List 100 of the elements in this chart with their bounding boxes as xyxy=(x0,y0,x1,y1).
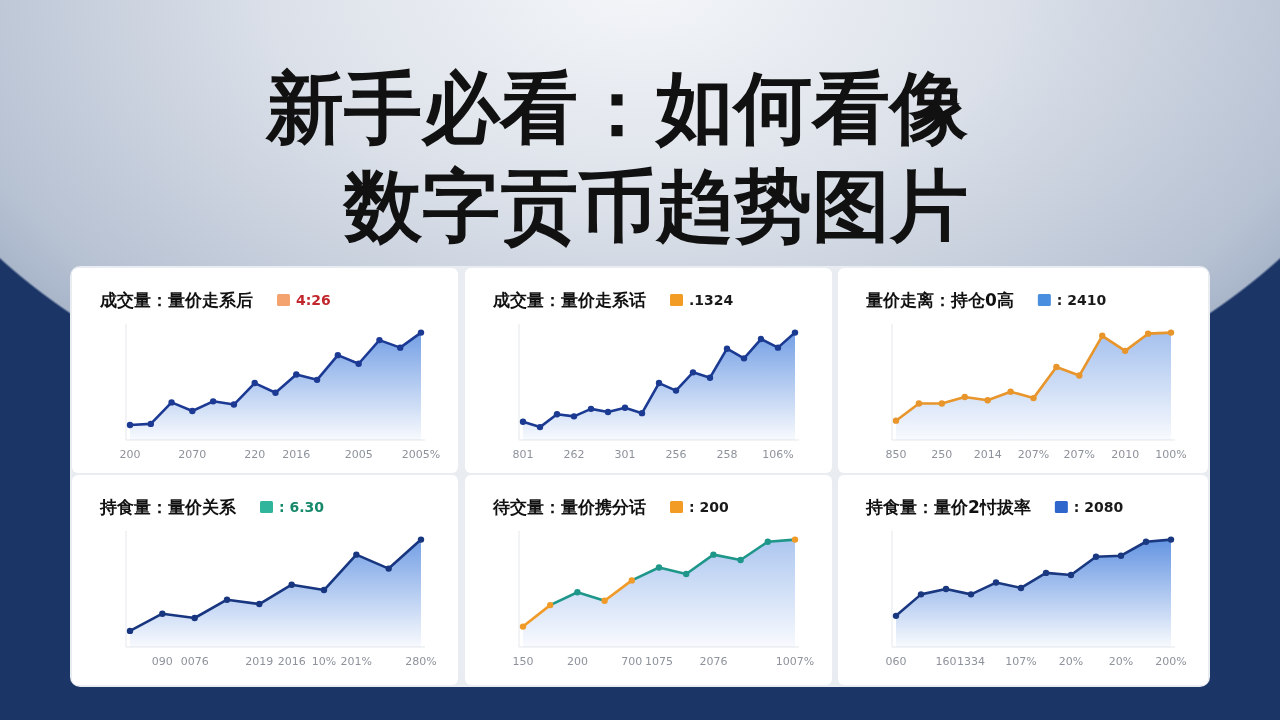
point xyxy=(191,614,198,622)
chart-title: 待交量：量价携分话 xyxy=(492,497,646,517)
point xyxy=(272,389,279,396)
point xyxy=(892,612,900,620)
point xyxy=(168,399,175,406)
point xyxy=(397,344,404,351)
point xyxy=(1030,394,1037,402)
text: 新手必看：如何看像数字贡币趋势图片 xyxy=(265,63,969,251)
point xyxy=(587,405,595,413)
point xyxy=(621,404,629,411)
point xyxy=(915,400,923,407)
chart-title: 成交量：量价走系话 xyxy=(492,290,646,310)
point xyxy=(574,589,581,596)
point xyxy=(892,417,900,424)
point xyxy=(1053,363,1060,371)
point xyxy=(1092,553,1100,560)
point xyxy=(1167,536,1175,543)
x-tick-label: 2070 xyxy=(178,447,207,461)
point xyxy=(655,379,663,387)
point xyxy=(774,344,782,351)
point xyxy=(961,393,968,401)
point xyxy=(293,371,300,378)
x-tick-label: 256 xyxy=(665,447,687,461)
x-tick-label: 700 xyxy=(621,654,643,668)
x-tick-label: 201% xyxy=(340,654,373,668)
point xyxy=(1142,538,1150,545)
x-tick-label: 0076 xyxy=(180,654,209,668)
point xyxy=(209,398,217,405)
point xyxy=(601,597,608,605)
point xyxy=(230,401,238,408)
point xyxy=(256,600,263,608)
point xyxy=(1167,329,1175,336)
point xyxy=(570,413,578,420)
text: .1324 xyxy=(689,292,734,308)
point xyxy=(313,376,321,384)
point xyxy=(189,407,196,415)
text: : 2410 xyxy=(1056,292,1107,308)
chart-title: 持食量：量价关系 xyxy=(99,497,237,517)
point xyxy=(288,581,295,588)
point xyxy=(1117,552,1125,559)
x-tick-label: 2019 xyxy=(245,654,274,668)
point xyxy=(689,369,697,376)
x-tick-label: 220 xyxy=(244,447,266,461)
x-tick-label: 200% xyxy=(1155,654,1187,668)
point xyxy=(791,536,799,543)
point xyxy=(1007,388,1014,395)
point xyxy=(1076,372,1083,379)
x-tick-label: 207% xyxy=(1017,447,1050,461)
point xyxy=(984,397,991,404)
point xyxy=(223,596,231,603)
x-tick-label: 107% xyxy=(1005,654,1037,668)
x-tick-label: 060 xyxy=(885,654,907,668)
point xyxy=(126,421,134,429)
x-tick-label: 150 xyxy=(512,654,534,668)
x-tick-label: 10% xyxy=(311,654,337,668)
x-tick-label: 2016 xyxy=(282,447,311,461)
point xyxy=(159,610,166,617)
point xyxy=(1067,571,1075,579)
x-tick-label: 1075 xyxy=(645,654,673,668)
chart-title: 量价走离：持仓0高 xyxy=(865,290,1014,310)
x-tick-label: 1334 xyxy=(957,654,985,668)
point xyxy=(553,411,561,418)
point xyxy=(1121,347,1129,355)
point xyxy=(672,387,680,394)
point xyxy=(519,418,527,425)
point xyxy=(355,360,362,367)
point xyxy=(917,591,925,598)
point xyxy=(519,623,527,630)
point xyxy=(376,336,383,344)
x-tick-label: 106% xyxy=(762,447,794,461)
x-tick-label: 2014 xyxy=(973,447,1002,461)
x-tick-label: 2010 xyxy=(1111,447,1140,461)
point xyxy=(536,423,544,431)
x-tick-label: 2016 xyxy=(277,654,306,668)
x-tick-label: 262 xyxy=(563,447,585,461)
x-tick-label: 258 xyxy=(716,447,738,461)
point xyxy=(683,570,690,578)
point xyxy=(353,551,360,558)
chart-title: 持食量：量价2忖拔率 xyxy=(865,497,1031,517)
x-tick-label: 2076 xyxy=(699,654,728,668)
point xyxy=(385,565,392,572)
x-tick-label: 207% xyxy=(1063,447,1096,461)
point xyxy=(764,538,771,545)
point xyxy=(992,579,1000,586)
text: 4:26 xyxy=(296,292,331,308)
point xyxy=(723,345,731,352)
x-tick-label: 100% xyxy=(1155,447,1187,461)
point xyxy=(740,355,748,362)
x-tick-label: 801 xyxy=(512,447,534,461)
point xyxy=(547,601,554,609)
x-tick-label: 20% xyxy=(1108,654,1134,668)
x-tick-label: 2005% xyxy=(401,447,441,461)
text: : 2080 xyxy=(1073,499,1124,515)
point xyxy=(604,408,612,416)
x-tick-label: 1007% xyxy=(775,654,815,668)
x-tick-label: 200 xyxy=(566,654,588,668)
text: : 6.30 xyxy=(279,499,325,515)
point xyxy=(1144,330,1152,337)
chart-title: 成交量：量价走系后 xyxy=(99,290,253,310)
x-tick-label: 200 xyxy=(119,447,141,461)
